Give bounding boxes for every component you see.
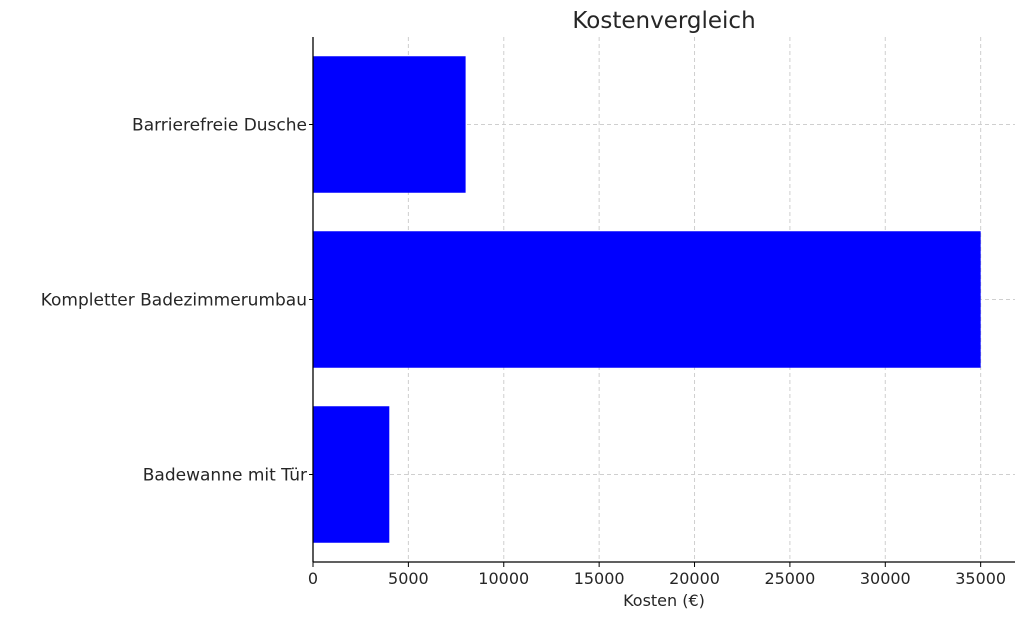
x-tick-label: 10000 [478,569,529,588]
bars [313,56,981,543]
bar-1 [313,406,390,543]
category-labels: Badewanne mit Tür Kompletter Badezimmerum… [41,116,313,486]
x-tick-label: 0 [308,569,318,588]
bar-2 [313,231,981,368]
x-tick-label: 20000 [669,569,720,588]
x-tick-label: 5000 [388,569,429,588]
category-label: Badewanne mit Tür [143,466,307,486]
x-tick-label: 25000 [764,569,815,588]
x-tick-label: 30000 [860,569,911,588]
bar-3 [313,56,466,193]
x-ticks: 0 5000 10000 15000 20000 25000 30000 35000 [308,562,1006,588]
x-axis-title: Kosten (€) [623,591,705,610]
chart-title: Kostenvergleich [572,8,755,34]
x-tick-label: 15000 [574,569,625,588]
category-label: Barrierefreie Dusche [132,116,307,136]
category-label: Kompletter Badezimmerumbau [41,291,307,311]
x-tick-label: 35000 [955,569,1006,588]
